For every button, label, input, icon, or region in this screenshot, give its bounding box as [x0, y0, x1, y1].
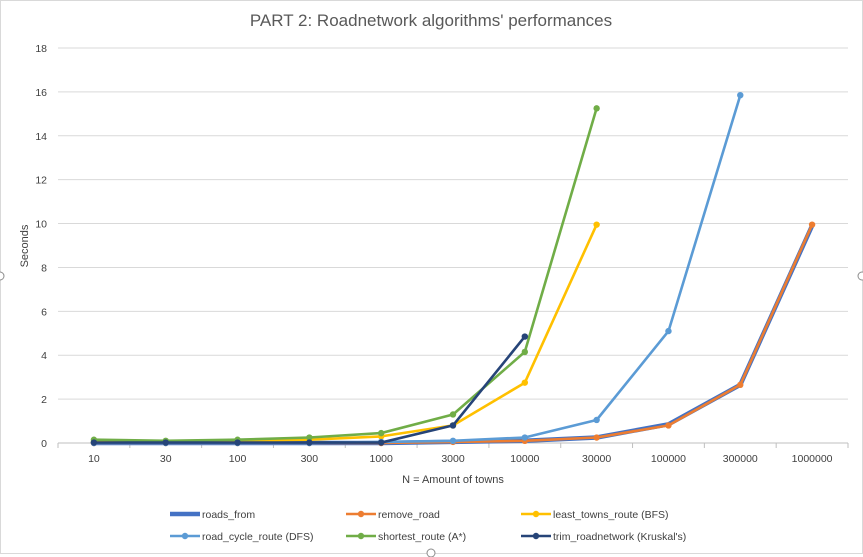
data-point — [449, 422, 457, 429]
series-line — [92, 107, 598, 443]
data-point — [306, 434, 313, 441]
data-point — [377, 429, 385, 437]
y-tick-label: 10 — [35, 219, 47, 231]
y-tick-label: 6 — [41, 306, 47, 318]
data-point — [737, 381, 744, 389]
x-tick-label: 100 — [229, 453, 247, 465]
legend-marker — [532, 510, 540, 518]
data-point — [737, 91, 744, 99]
legend-label: road_cycle_route (DFS) — [202, 531, 313, 543]
x-tick-label: 30 — [160, 453, 172, 465]
legend-label: remove_road — [378, 509, 440, 521]
plot-series — [90, 91, 816, 447]
data-point — [234, 439, 241, 446]
data-point — [593, 416, 600, 424]
y-tick-label: 0 — [41, 438, 47, 450]
data-point — [449, 437, 457, 445]
x-tick-label: 30000 — [582, 453, 611, 465]
data-point — [306, 439, 313, 446]
series-4 — [90, 105, 600, 445]
y-tick-labels: 0 2 4 6 8 10 12 14 16 18 — [35, 43, 47, 450]
legend: roads_from remove_road least_towns_route (… — [170, 509, 686, 543]
legend-label: trim_roadnetwork (Kruskal's) — [553, 531, 686, 543]
chart-title: PART 2: Roadnetwork algorithms' performa… — [250, 11, 612, 30]
legend-entry: shortest_route (A*) — [346, 531, 466, 543]
y-tick-label: 4 — [41, 350, 47, 362]
data-point — [521, 333, 529, 340]
y-tick-label: 12 — [35, 175, 47, 187]
resize-handle-bottom[interactable] — [426, 548, 436, 557]
legend-label: roads_from — [202, 509, 255, 521]
data-point — [593, 434, 600, 441]
x-tick-label: 3000 — [441, 453, 465, 465]
data-point — [665, 327, 672, 335]
y-tick-label: 14 — [35, 131, 47, 143]
x-tick-labels: 10 30 100 300 1000 3000 10000 30000 100000 300000… — [88, 453, 833, 465]
x-tick-label: 300 — [301, 453, 319, 465]
series-5 — [90, 333, 529, 446]
x-tick-label: 1000 — [370, 453, 394, 465]
legend-marker — [357, 532, 365, 540]
x-tick-label: 10000 — [510, 453, 539, 465]
y-tick-label: 16 — [35, 87, 47, 99]
legend-marker — [532, 532, 540, 540]
legend-entry: remove_road — [346, 509, 440, 521]
data-point — [593, 221, 600, 228]
y-tick-label: 2 — [41, 394, 47, 406]
data-point — [90, 439, 98, 446]
x-tick-label: 300000 — [723, 453, 758, 465]
legend-label: least_towns_route (BFS) — [553, 509, 669, 521]
data-point — [521, 434, 529, 441]
data-point — [521, 379, 529, 386]
x-tick-label: 1000000 — [792, 453, 833, 465]
data-point — [593, 105, 600, 112]
legend-entry: trim_roadnetwork (Kruskal's) — [521, 531, 686, 543]
x-axis-title: N = Amount of towns — [402, 474, 504, 486]
data-point — [377, 439, 385, 446]
legend-entry: road_cycle_route (DFS) — [170, 531, 313, 543]
y-tick-label: 8 — [41, 262, 47, 274]
legend-entry: roads_from — [170, 509, 255, 521]
x-tick-label: 10 — [88, 453, 100, 465]
resize-handle-right[interactable] — [857, 271, 863, 281]
y-tick-label: 18 — [35, 43, 47, 55]
legend-marker — [357, 510, 365, 518]
gridlines — [57, 47, 849, 448]
legend-label: shortest_route (A*) — [378, 531, 466, 543]
data-point — [449, 411, 457, 418]
data-point — [808, 221, 816, 228]
data-point — [521, 348, 529, 356]
legend-entry: least_towns_route (BFS) — [521, 509, 669, 521]
data-point — [665, 422, 672, 429]
legend-marker — [181, 532, 189, 540]
x-tick-label: 100000 — [651, 453, 686, 465]
y-axis-title: Seconds — [19, 224, 31, 267]
data-point — [162, 439, 169, 446]
resize-handle-left[interactable] — [0, 271, 5, 281]
